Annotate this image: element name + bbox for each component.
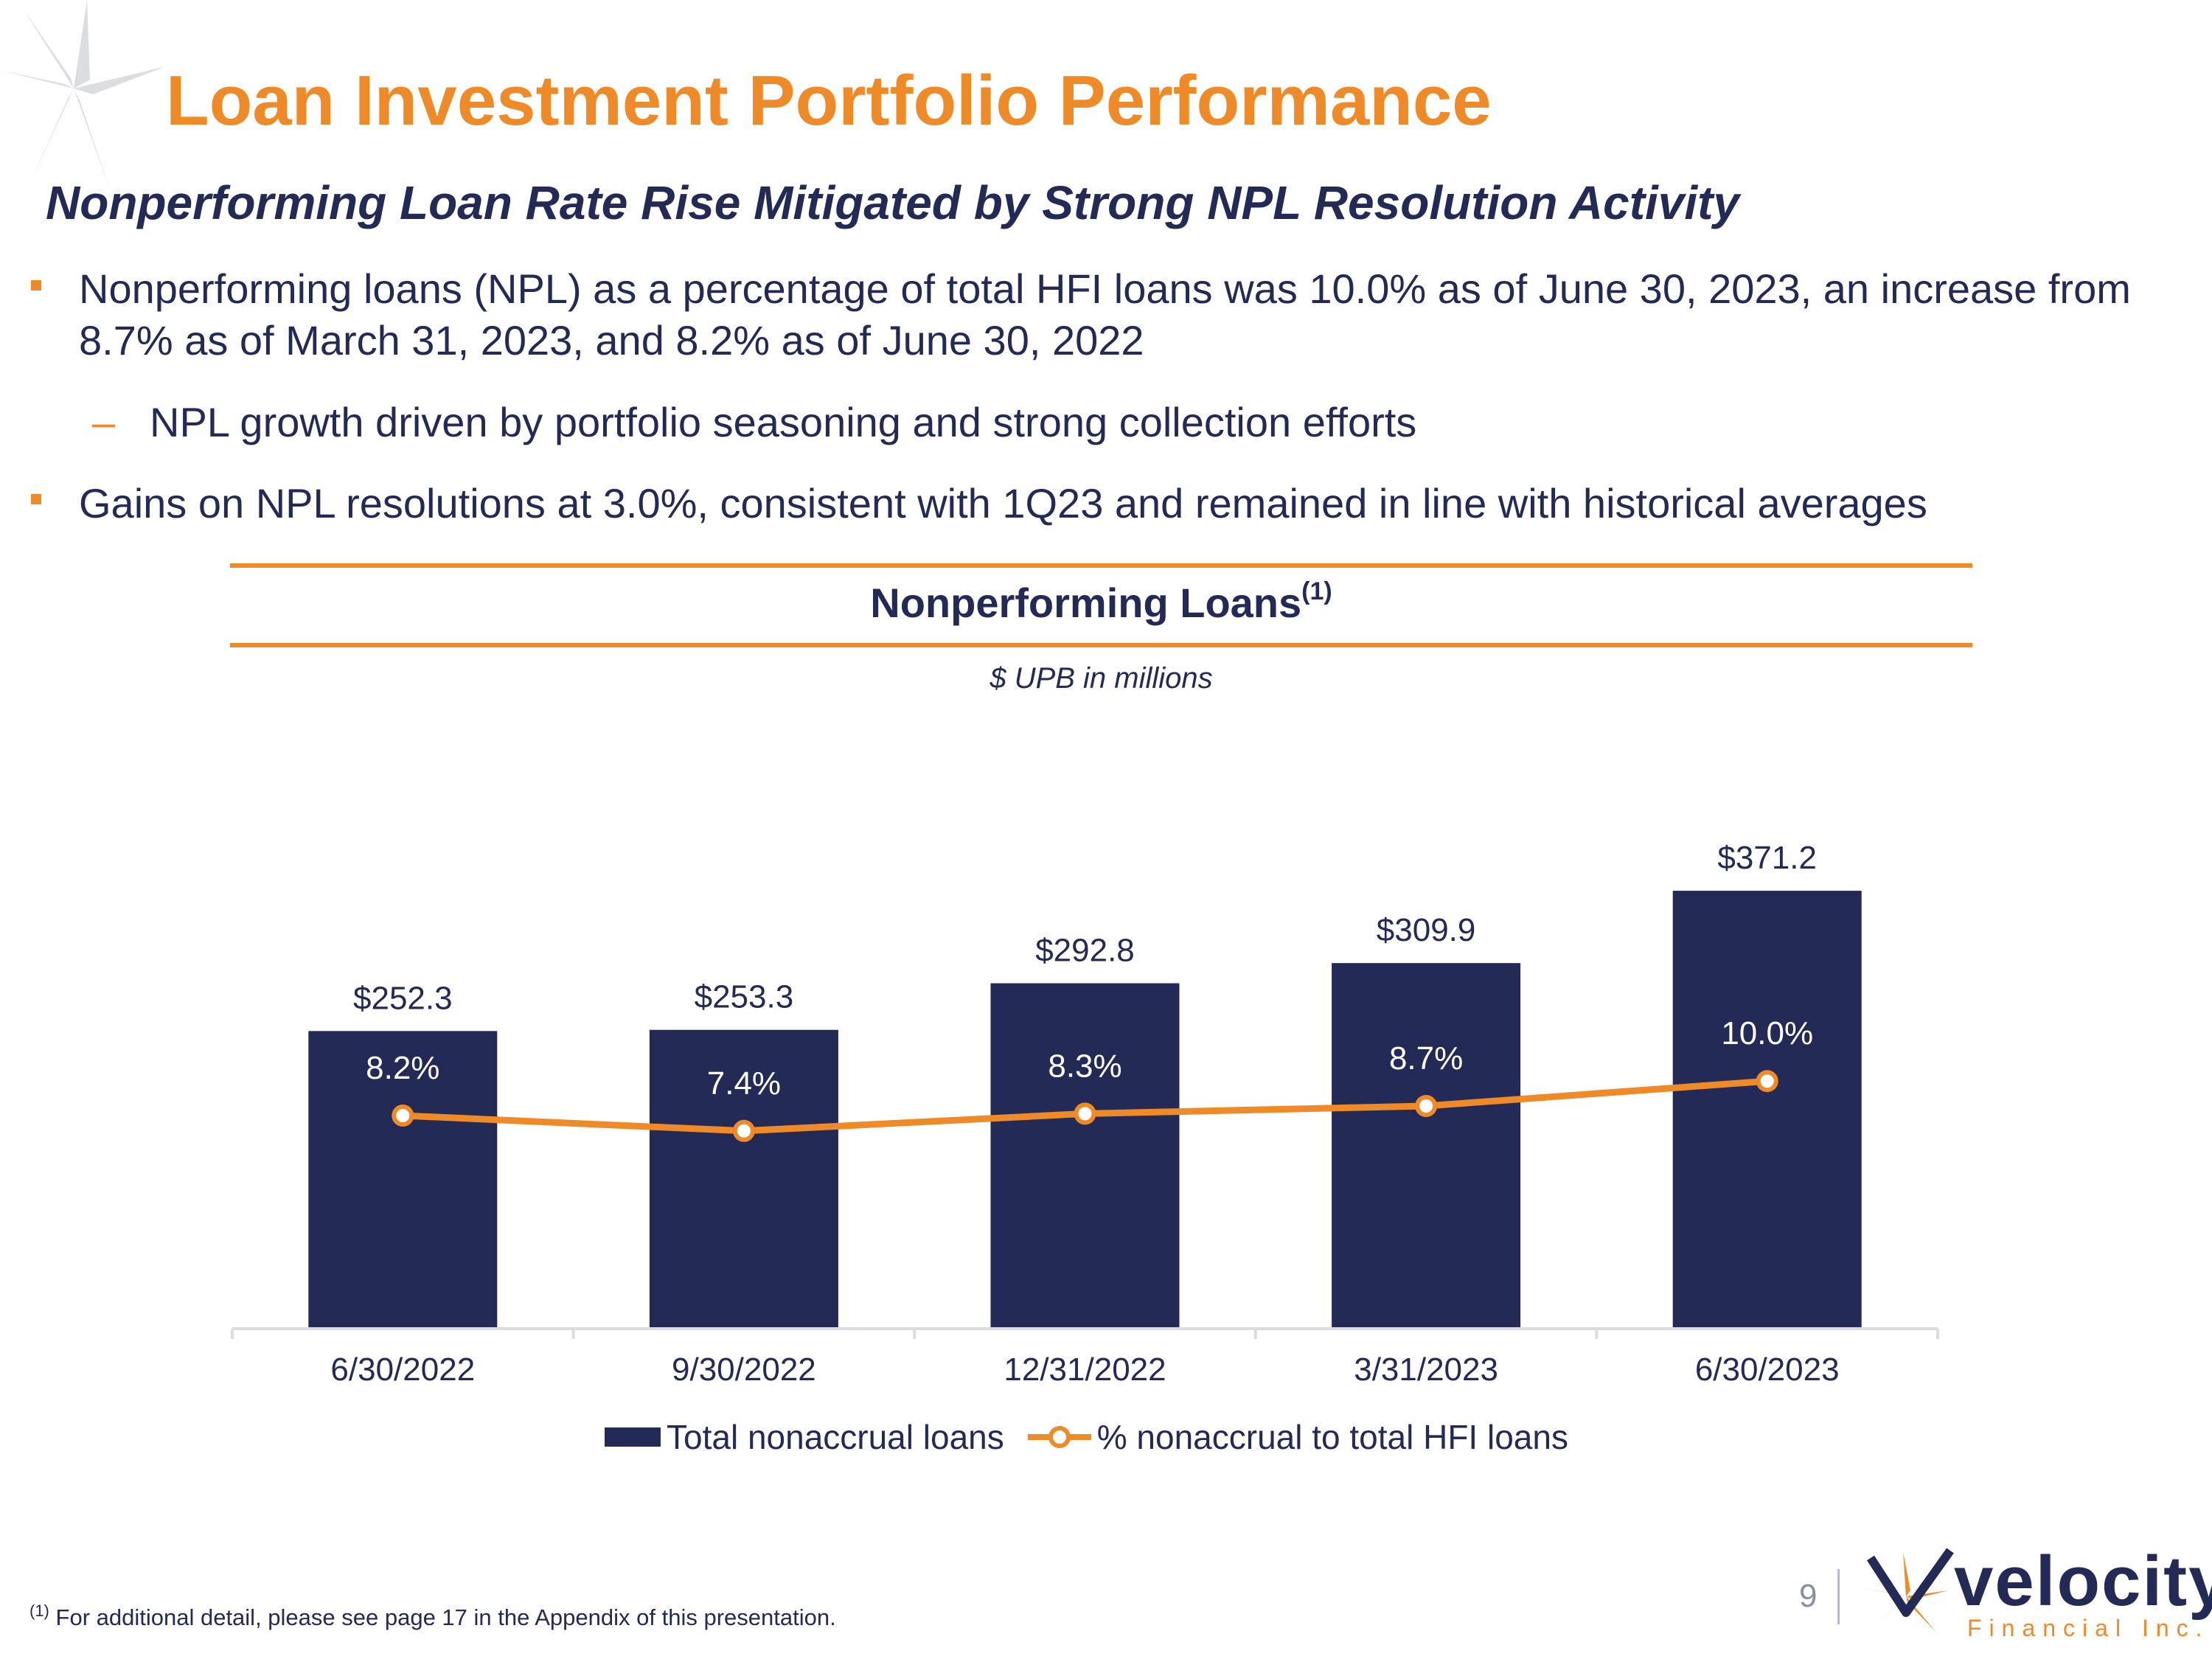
percent-value-label: 8.2% (366, 1050, 439, 1086)
bullet-text: Gains on NPL resolutions at 3.0%, consis… (79, 480, 1927, 526)
legend-item-line: % nonaccrual to total HFI loans (1026, 1417, 1568, 1457)
percent-value-label: 7.4% (707, 1065, 781, 1102)
percent-point (732, 1119, 755, 1142)
bullet-text: Nonperforming loans (NPL) as a percentag… (79, 265, 2131, 364)
chart-title-rule-bottom (230, 643, 1972, 647)
category-tick-label: 3/31/2023 (1354, 1352, 1498, 1388)
legend-label: Total nonaccrual loans (667, 1418, 1004, 1456)
bar-9/30/2022 (649, 1029, 838, 1329)
percent-point (392, 1105, 414, 1127)
chart-title-rule-top (230, 563, 1972, 568)
percent-value-label: 10.0% (1721, 1015, 1813, 1051)
bar-value-label: $253.3 (695, 979, 794, 1015)
velocity-logo-wordmark: velocity (1954, 1542, 2212, 1621)
legend-swatch-line (1027, 1426, 1091, 1448)
page-number: 9 (1799, 1578, 1818, 1614)
dash-marker: – (92, 399, 116, 445)
bar-12/31/2022 (990, 983, 1180, 1329)
category-tick-label: 9/30/2022 (672, 1352, 816, 1388)
velocity-logo-subtext: Financial Inc. (1967, 1615, 2210, 1641)
bar-value-label: $309.9 (1377, 912, 1476, 948)
category-tick-label: 12/31/2022 (1004, 1352, 1166, 1388)
bar-3/31/2023 (1332, 963, 1521, 1329)
category-tick-label: 6/30/2023 (1695, 1352, 1840, 1388)
legend-label: % nonaccrual to total HFI loans (1096, 1418, 1568, 1456)
percent-point (1074, 1102, 1096, 1125)
velocity-logo-star-icon (1860, 1548, 1954, 1633)
star-decoration-icon (0, 0, 166, 192)
legend-swatch-bars (605, 1427, 661, 1447)
bar-6/30/2022 (308, 1031, 498, 1329)
bullet-marker (31, 494, 41, 504)
sub-bullet-text: NPL growth driven by portfolio seasoning… (150, 399, 1417, 445)
percent-point (1756, 1070, 1778, 1093)
bar-value-label: $292.8 (1035, 933, 1135, 969)
percent-value-label: 8.3% (1048, 1048, 1121, 1084)
bar-6/30/2023 (1672, 891, 1862, 1329)
chart-unit-note: $ UPB in millions (990, 662, 1213, 695)
bar-value-label: $371.2 (1717, 840, 1817, 876)
percent-point (1415, 1095, 1438, 1117)
category-tick-label: 6/30/2022 (330, 1352, 475, 1388)
percent-value-label: 8.7% (1389, 1040, 1463, 1077)
bullet-marker (31, 280, 41, 291)
bar-value-label: $252.3 (353, 980, 453, 1016)
page-title: Loan Investment Portfolio Performance (166, 61, 1492, 140)
chart-title: Nonperforming Loans(1) (870, 577, 1332, 626)
footnote: (1) For additional detail, please see pa… (29, 1601, 836, 1630)
page-subtitle: Nonperforming Loan Rate Rise Mitigated b… (46, 176, 1740, 229)
page-number-divider (1837, 1569, 1840, 1624)
legend-item-bars: Total nonaccrual loans (605, 1417, 1004, 1457)
chart-legend: Total nonaccrual loans % nonaccrual to t… (605, 1417, 1568, 1457)
